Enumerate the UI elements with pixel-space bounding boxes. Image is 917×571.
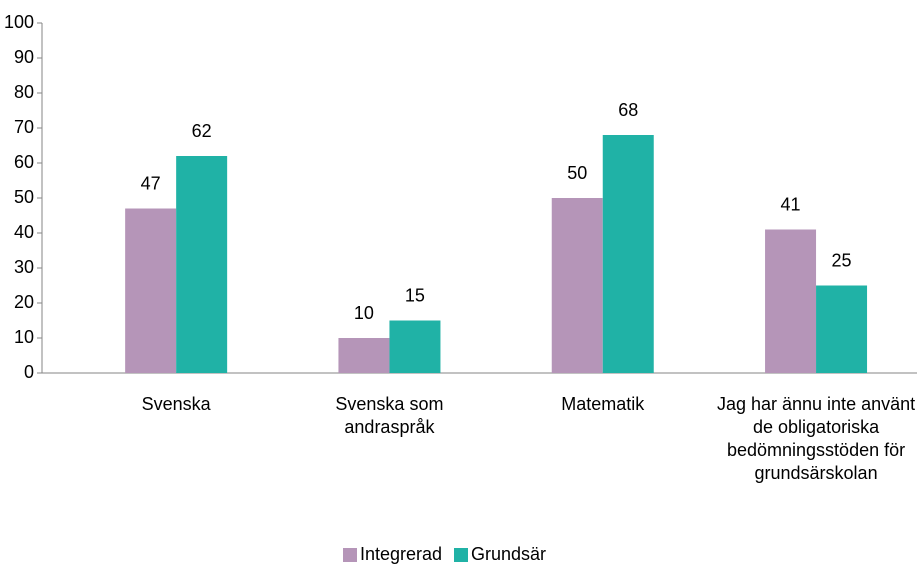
data-label: 15 [405, 285, 425, 305]
legend-item: Integrerad [343, 544, 442, 565]
legend-swatch [454, 547, 468, 562]
y-tick-label: 40 [14, 222, 34, 242]
legend-swatch [343, 547, 357, 562]
bar [551, 198, 603, 373]
y-tick-label: 100 [4, 12, 34, 32]
y-tick-label: 20 [14, 292, 34, 312]
bar [389, 320, 441, 373]
y-tick-label: 10 [14, 327, 34, 347]
y-tick-label: 70 [14, 117, 34, 137]
data-label: 41 [781, 194, 801, 214]
bar [602, 135, 654, 373]
y-tick-label: 30 [14, 257, 34, 277]
x-tick-label: Matematik [561, 394, 645, 414]
data-label: 10 [354, 303, 374, 323]
y-tick-label: 80 [14, 82, 34, 102]
x-tick-label: Svenska [141, 394, 211, 414]
bar [765, 229, 817, 373]
y-tick-label: 60 [14, 152, 34, 172]
y-tick-label: 90 [14, 47, 34, 67]
y-tick-label: 50 [14, 187, 34, 207]
data-label: 25 [832, 250, 852, 270]
bar [176, 156, 228, 373]
legend-item: Grundsär [454, 544, 546, 565]
legend-label: Grundsär [471, 544, 547, 564]
x-tick-label: Jag har ännu inte använt de obligatorisk… [716, 394, 916, 483]
data-label: 68 [618, 100, 638, 120]
x-tick-label: Svenska som andraspråk [335, 394, 444, 437]
data-label: 47 [141, 173, 161, 193]
bar [125, 208, 177, 373]
legend-label: Integrerad [360, 544, 443, 564]
data-label: 62 [192, 121, 212, 141]
bar [816, 285, 868, 373]
bar [338, 338, 390, 373]
data-label: 50 [567, 163, 587, 183]
y-tick-label: 0 [24, 362, 34, 382]
